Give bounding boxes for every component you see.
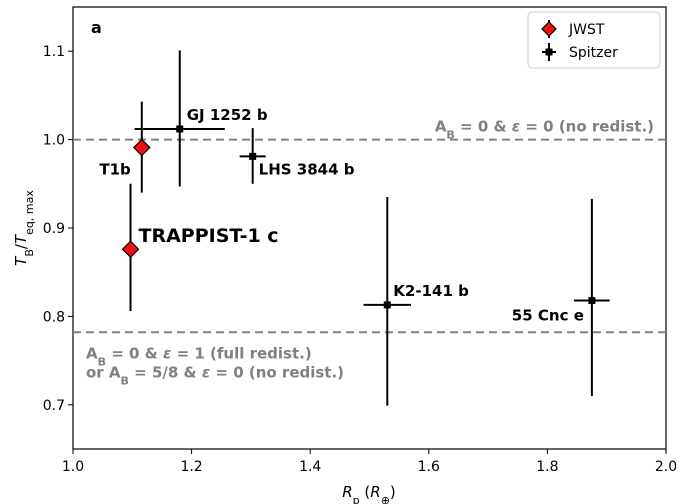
y-axis-ticks: 0.7 0.8 0.9 1.0 1.1 <box>43 44 73 414</box>
point-55-cnc-e <box>588 296 596 304</box>
label-lhs-3844-b: LHS 3844 b <box>259 160 355 178</box>
point-labels: TRAPPIST-1 c T1b GJ 1252 b LHS 3844 b K2-141… <box>99 106 583 324</box>
legend-label-jwst: JWST <box>568 22 605 38</box>
point-lhs-3844-b <box>249 152 257 160</box>
legend-frame <box>527 11 661 69</box>
x-tick-label: 1.0 <box>62 459 84 475</box>
ref-label-alt: or AB = 5/8 & ε = 0 (no redist.) <box>86 363 344 387</box>
point-trappist-1-c <box>121 240 140 259</box>
y-tick-label: 0.9 <box>43 221 65 237</box>
x-tick-label: 1.8 <box>536 459 558 475</box>
legend-marker-spitzer <box>545 48 553 56</box>
x-tick-label: 2.0 <box>655 459 677 475</box>
y-tick-label: 1.1 <box>43 44 65 60</box>
point-gj-1252-b <box>176 125 184 133</box>
reference-lines: AB = 0 & ε = 0 (no redist.) AB = 0 & ε = … <box>73 118 666 387</box>
label-trappist-1-c: TRAPPIST-1 c <box>139 225 279 247</box>
x-axis-ticks: 1.0 1.2 1.4 1.6 1.8 2.0 <box>62 449 677 475</box>
label-t1b: T1b <box>99 161 131 179</box>
y-tick-label: 0.8 <box>43 309 65 325</box>
ref-label-full-redist: AB = 0 & ε = 1 (full redist.) <box>86 344 312 368</box>
ref-label-no-redist: AB = 0 & ε = 0 (no redist.) <box>435 118 654 142</box>
y-tick-label: 1.0 <box>43 133 65 149</box>
label-k2-141-b: K2-141 b <box>393 282 469 300</box>
x-axis-label: Rp (R⊕) <box>342 483 396 504</box>
point-t1b <box>132 138 151 157</box>
label-55-cnc-e: 55 Cnc e <box>512 306 584 324</box>
x-tick-label: 1.6 <box>418 459 440 475</box>
point-k2-141-b <box>383 301 391 309</box>
data-markers <box>121 125 596 309</box>
legend: JWST Spitzer <box>527 11 661 69</box>
legend-label-spitzer: Spitzer <box>569 45 618 61</box>
label-gj-1252-b: GJ 1252 b <box>187 106 268 124</box>
x-tick-label: 1.2 <box>180 459 202 475</box>
plot-area <box>72 6 667 450</box>
y-tick-label: 0.7 <box>43 398 65 414</box>
y-axis-label: TB/Teq, max <box>12 190 36 266</box>
legend-marker-jwst <box>541 21 557 37</box>
panel-label: a <box>91 18 102 37</box>
x-tick-label: 1.4 <box>299 459 321 475</box>
